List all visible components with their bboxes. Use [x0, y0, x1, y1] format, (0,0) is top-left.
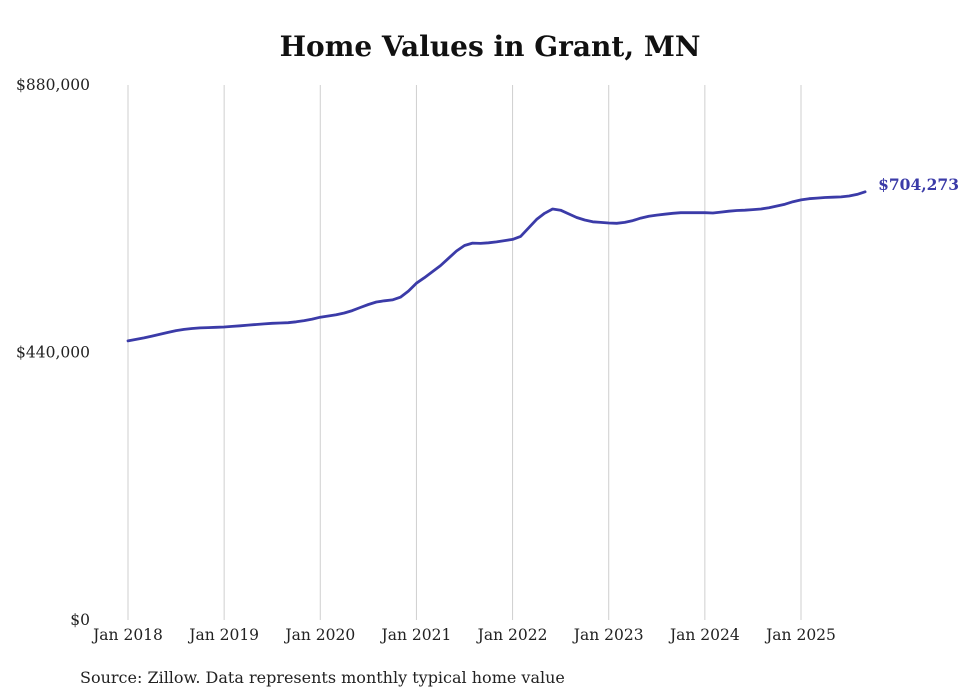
x-tick-label: Jan 2021 [380, 626, 452, 644]
x-tick-label: Jan 2019 [187, 626, 259, 644]
x-tick-label: Jan 2018 [91, 626, 163, 644]
source-note: Source: Zillow. Data represents monthly … [80, 668, 565, 687]
x-tick-label: Jan 2024 [668, 626, 740, 644]
x-tick-label: Jan 2020 [283, 626, 355, 644]
y-tick-label: $440,000 [16, 344, 90, 362]
x-tick-label: Jan 2025 [764, 626, 836, 644]
chart-title: Home Values in Grant, MN [279, 30, 701, 63]
x-tick-label: Jan 2022 [476, 626, 548, 644]
y-tick-label: $880,000 [16, 76, 90, 94]
y-tick-label: $0 [70, 611, 90, 629]
x-tick-label: Jan 2023 [572, 626, 644, 644]
series-line [126, 190, 867, 343]
end-value-label: $704,273 [878, 175, 959, 194]
